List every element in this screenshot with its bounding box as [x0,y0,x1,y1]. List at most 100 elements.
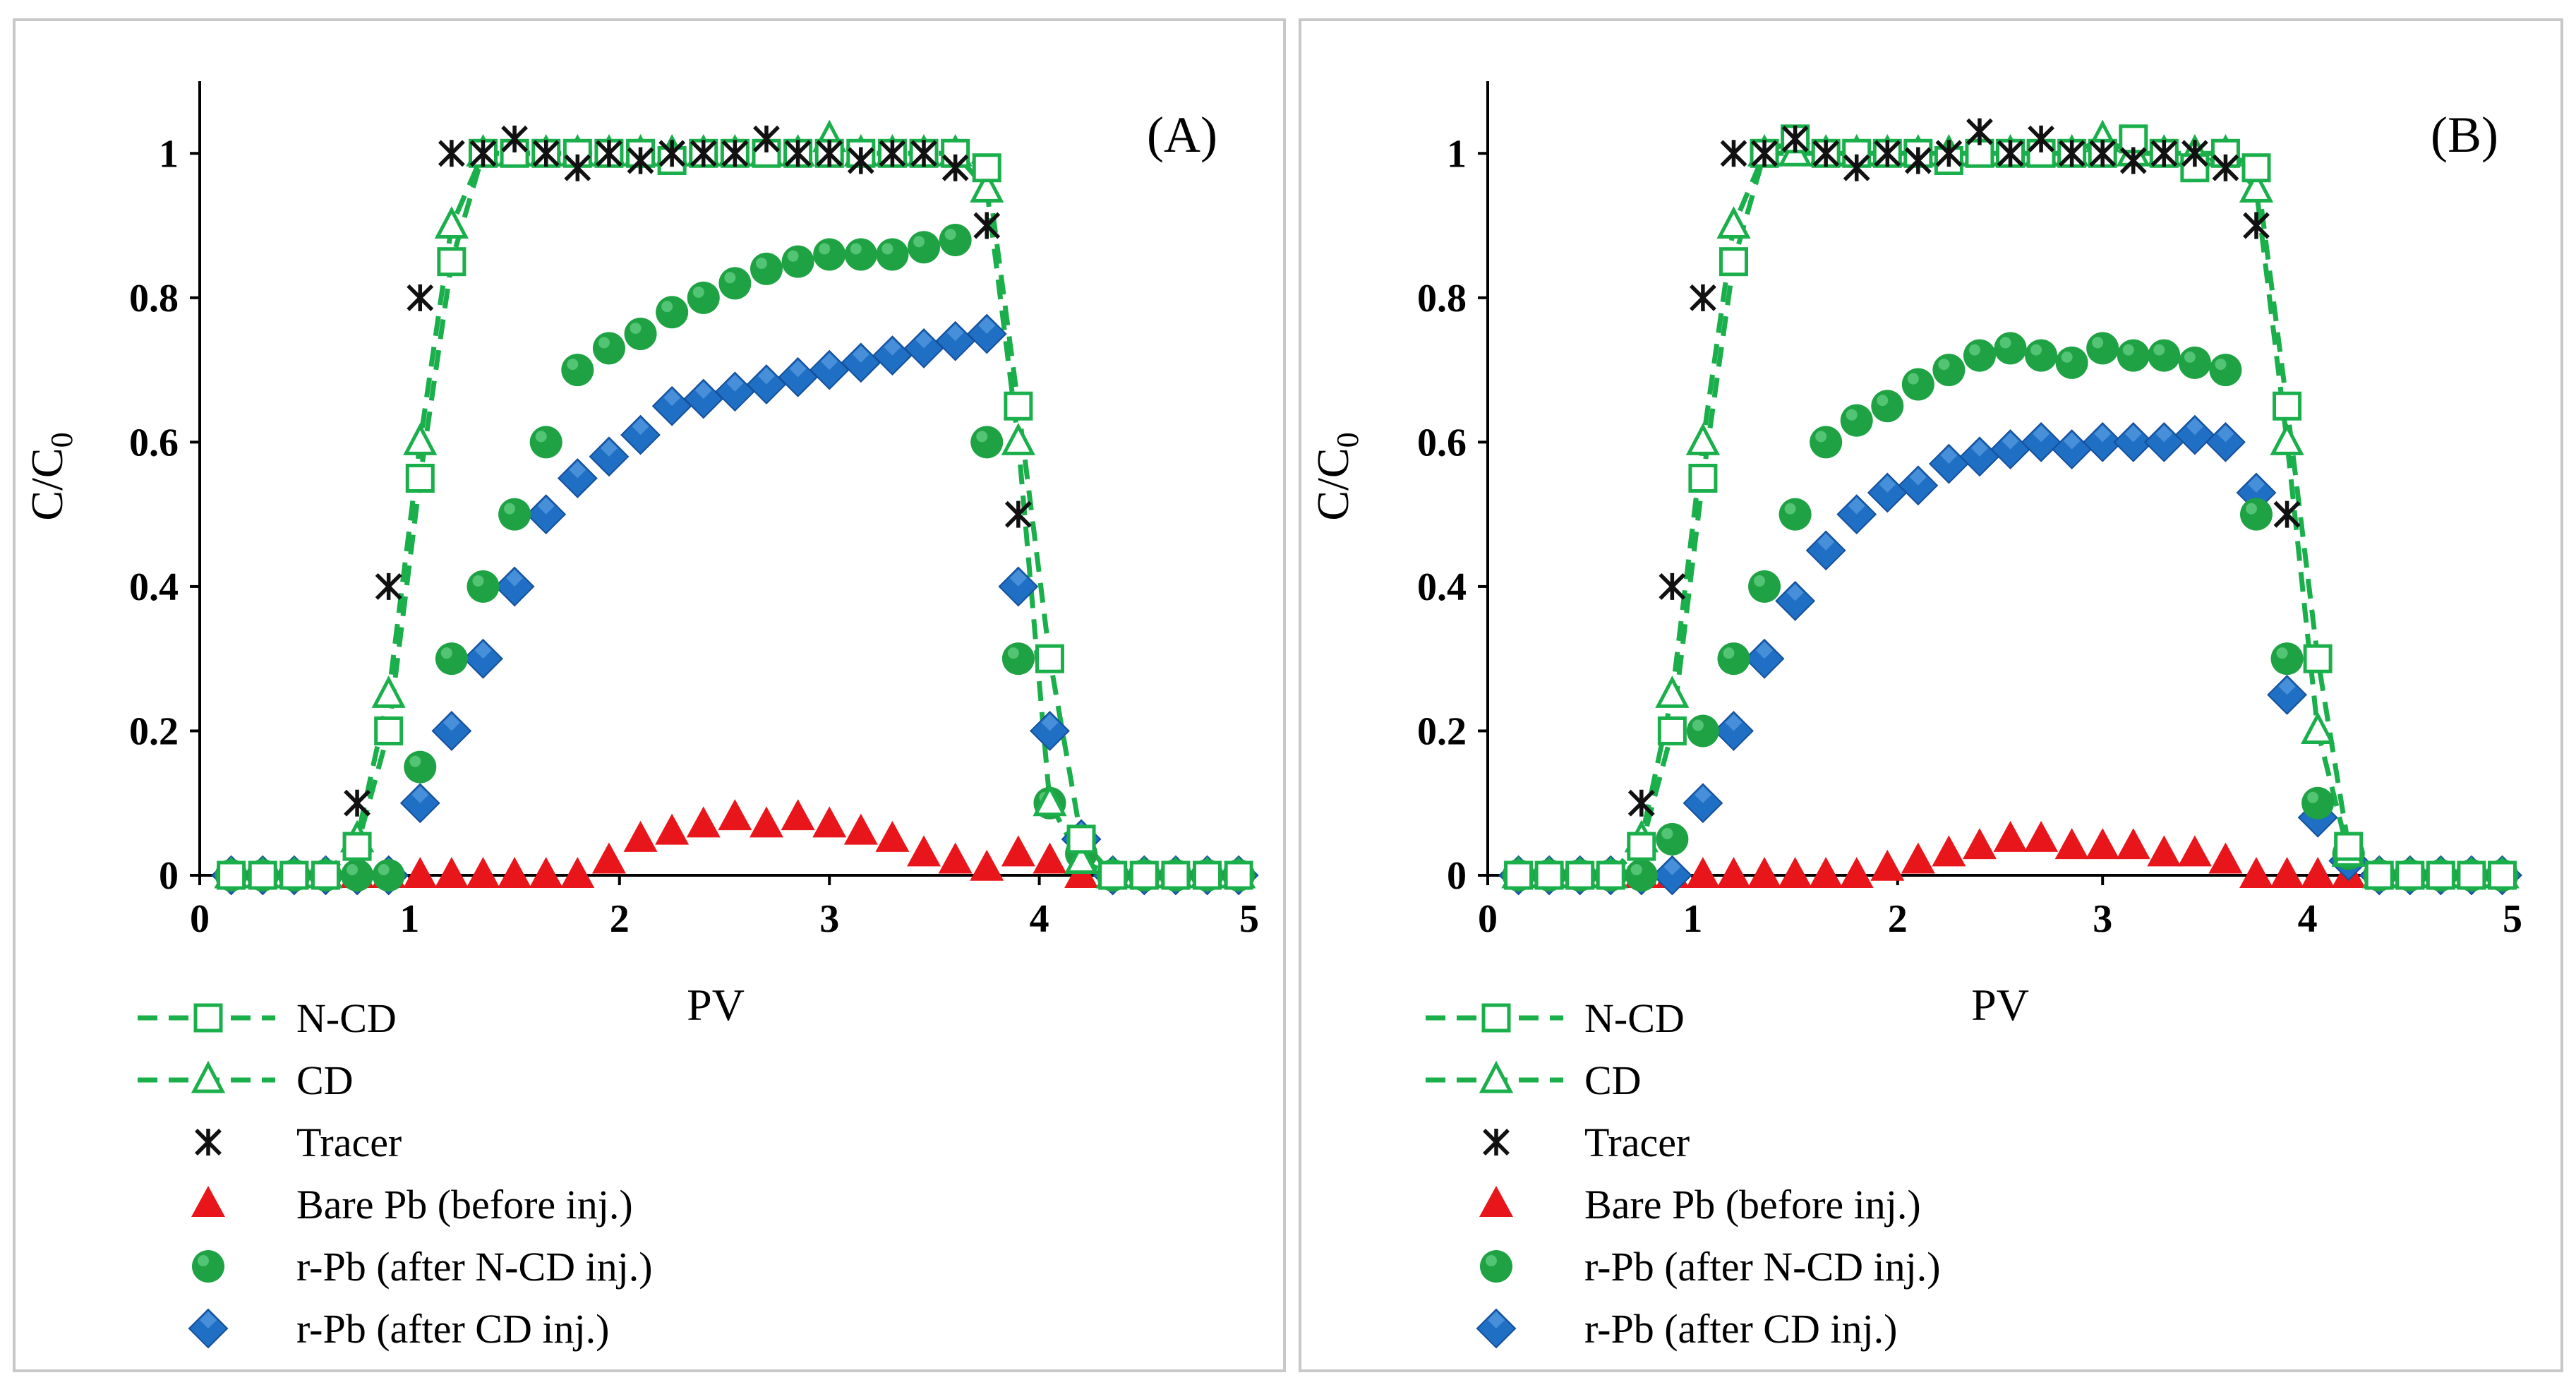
point-tracer [2181,140,2208,167]
point-tracer [973,212,1001,239]
point-rpb_cd [557,458,598,498]
point-ncd [1224,860,1253,890]
legend-item-rpb_cd: r-Pb (after CD inj.) [1476,1306,1897,1352]
point-tracer [1689,284,1716,311]
point-rpb_cd [1651,855,1692,896]
panel-b-label: (B) [2431,107,2498,163]
point-bare_pb [843,813,878,845]
point-bare_pb [2086,828,2120,860]
y-tick-label: 0.2 [129,709,179,753]
point-rpb_cd [1898,465,1939,506]
point-rpb_cd [399,783,440,824]
point-tracer [344,789,371,817]
x-tick-label: 5 [1239,897,1259,941]
point-rpb_ncd [1778,498,1812,531]
point-bare_pb [1778,857,1812,888]
point-ncd [2303,644,2333,673]
point-rpb_ncd [372,859,405,892]
point-tracer [1004,500,1032,528]
point-tracer [1751,140,1778,167]
point-tracer [1720,140,1747,167]
point-rpb_cd [998,566,1039,607]
point-ncd [2119,124,2148,154]
point-bare_pb [749,806,783,838]
point-tracer [2150,140,2178,167]
point-tracer [1843,154,1870,181]
point-tracer [2243,212,2270,239]
point-tracer [438,140,465,167]
point-bare_pb [2239,857,2273,888]
point-ncd [1688,464,1718,493]
y-tick-label: 0.8 [1417,277,1467,320]
point-tracer [2089,140,2117,167]
point-rpb_cd [1683,783,1723,824]
point-cd [1716,206,1751,239]
point-tracer [2273,500,2301,528]
point-rpb_cd [1744,638,1785,679]
point-rpb_cd [2052,429,2093,470]
y-axis-title: C/C0 [22,432,79,520]
point-cd [2300,712,2335,744]
point-rpb_cd [431,711,472,751]
point-rpb_cd [966,313,1007,354]
point-bare_pb [655,813,690,845]
panel-b-border [1299,18,2563,1372]
legend-b: N-CD CD Tracer Bare Pb (before inj.) r-Pb (a… [1426,995,1941,1352]
point-ncd [1534,860,1564,890]
point-ncd [311,860,340,890]
point-bare_pb [2147,835,2181,867]
point-cd [371,675,406,708]
legend-label: N-CD [296,995,397,1041]
point-ncd [1193,860,1222,890]
y-axis-title-subscript: 0 [44,432,79,448]
panel-b: (B) PV C/C0 00.20.40.60.810 1 2 3 4 5 N-CDCDT… [1299,18,2563,1372]
point-ncd [1719,247,1748,277]
point-rpb_ncd [970,426,1004,459]
point-rpb_ncd [592,332,625,365]
point-tracer [375,572,402,600]
x-tick-label: 3 [819,897,839,941]
point-tracer [816,140,843,167]
y-tick-label: 1 [159,132,179,176]
point-tracer [407,284,434,311]
y-tick-label: 0.4 [129,565,179,609]
point-rpb_ncd [1001,642,1035,676]
x-tick-label: 1 [399,897,419,941]
legend-marker [1479,1060,1514,1093]
point-rpb_ncd [2178,346,2211,379]
point-rpb_ncd [844,238,877,271]
point-bare_pb [970,849,1004,881]
point-rpb_ncd [2148,339,2181,372]
point-rpb_ncd [1994,332,2027,365]
point-rpb_ncd [498,498,531,531]
point-rpb_cd [526,494,567,535]
legend-marker [192,1250,224,1283]
x-tick-label: 2 [610,897,630,941]
point-bare_pb [686,806,721,838]
point-tracer [1904,147,1932,174]
point-rpb_cd [1990,429,2030,470]
point-bare_pb [812,806,847,838]
point-bare_pb [2024,820,2059,852]
point-bare_pb [1932,835,1966,867]
point-bare_pb [2054,828,2089,860]
point-tracer [1812,140,1840,167]
point-rpb_ncd [2025,339,2058,372]
point-rpb_ncd [2117,339,2150,372]
legend-marker [195,1129,222,1156]
legend-item-ncd: N-CD [1426,995,1685,1041]
point-tracer [2028,125,2055,152]
point-ncd [1004,391,1033,421]
y-tick-label: 0.2 [1417,709,1467,753]
y-axis-title-subscript: 0 [1330,432,1365,448]
point-tracer [879,140,906,167]
point-bare_pb [623,820,658,852]
legend-marker [188,1308,229,1349]
point-rpb_cd [841,342,881,383]
point-rpb_cd [1714,711,1754,751]
legend-item-rpb_ncd: r-Pb (after N-CD inj.) [1480,1244,1941,1290]
x-tick-label: 0 [1478,897,1498,941]
point-bare_pb [434,857,469,888]
point-ncd [2487,860,2517,890]
